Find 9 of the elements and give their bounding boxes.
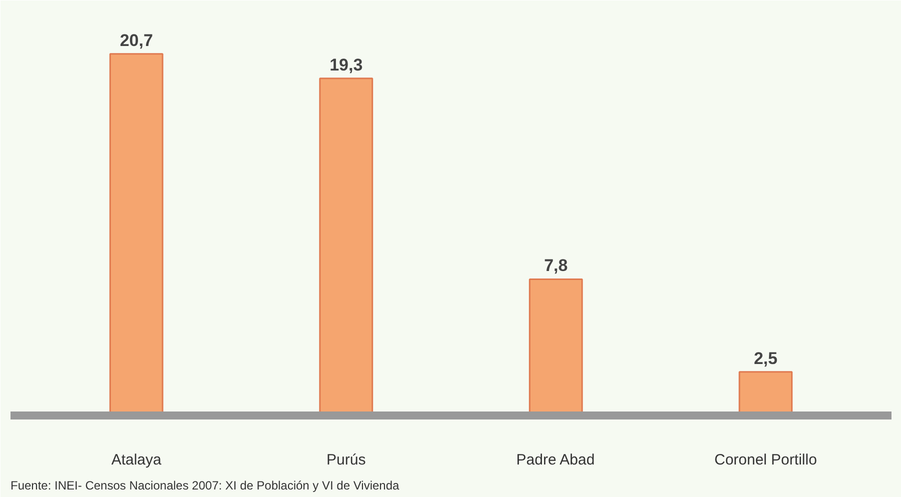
- data-label: 2,5: [754, 348, 778, 368]
- source-note: Fuente: INEI- Censos Nacionales 2007: XI de Población y VI de Vivienda: [10, 478, 400, 492]
- x-tick-label: Coronel Portillo: [714, 452, 817, 468]
- x-tick-label: Purús: [326, 452, 366, 468]
- x-tick-label: Atalaya: [111, 452, 162, 468]
- data-label: 20,7: [120, 30, 153, 50]
- x-tick-label: Padre Abad: [516, 452, 595, 468]
- data-label: 19,3: [330, 55, 363, 74]
- data-label: 7,8: [544, 256, 568, 276]
